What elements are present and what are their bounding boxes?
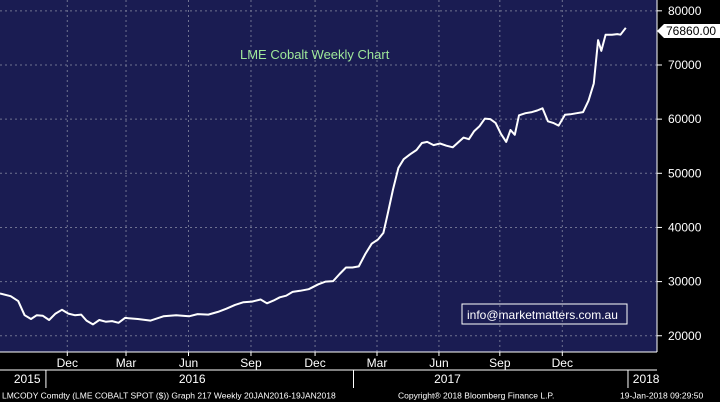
y-tick-label: 50000 [668, 166, 702, 180]
x-tick-label: Jun [179, 356, 198, 370]
last-value-tag-shape [657, 24, 720, 38]
x-tick-label: Jun [429, 356, 448, 370]
x-tick-label: Dec [304, 356, 325, 370]
series-line [0, 27, 627, 326]
chart-title: LME Cobalt Weekly Chart [240, 47, 390, 62]
y-tick-label: 80000 [668, 4, 702, 18]
year-label: 2017 [434, 372, 461, 386]
y-tick-label: 40000 [668, 220, 702, 234]
footer-center: Copyright® 2018 Bloomberg Finance L.P. [398, 391, 554, 401]
x-tick-label: Dec [552, 356, 573, 370]
year-label: 2016 [179, 372, 206, 386]
watermark-box [461, 303, 628, 325]
y-tick-label: 30000 [668, 275, 702, 289]
x-tick-label: Mar [116, 356, 137, 370]
x-tick-label: Sep [489, 356, 511, 370]
footer-left: LMCODY Comdty (LME COBALT SPOT ($)) Grap… [2, 391, 336, 401]
x-tick-label: Sep [240, 356, 262, 370]
x-tick-label: Mar [367, 356, 388, 370]
last-value-text: 76860.00 [666, 24, 716, 38]
footer-right: 19-Jan-2018 09:29:50 [620, 391, 703, 401]
x-tick-label: Dec [57, 356, 78, 370]
y-tick-label: 70000 [668, 58, 702, 72]
x-axis: Dec Mar Jun Sep Dec Mar Jun Sep Dec 2015 2016 2017 2… [0, 351, 660, 388]
gridlines [0, 0, 657, 352]
year-label: 2018 [633, 372, 660, 386]
y-axis: 20000 30000 40000 50000 60000 70000 80000 [656, 0, 702, 352]
footer-bar [0, 389, 720, 402]
y-tick-label: 20000 [668, 329, 702, 343]
y-tick-label: 60000 [668, 112, 702, 126]
last-value-tag: 76860.00 [657, 24, 720, 38]
plot-area [0, 0, 657, 352]
watermark-text: info@marketmatters.com.au [467, 308, 618, 322]
year-label: 2015 [14, 372, 41, 386]
